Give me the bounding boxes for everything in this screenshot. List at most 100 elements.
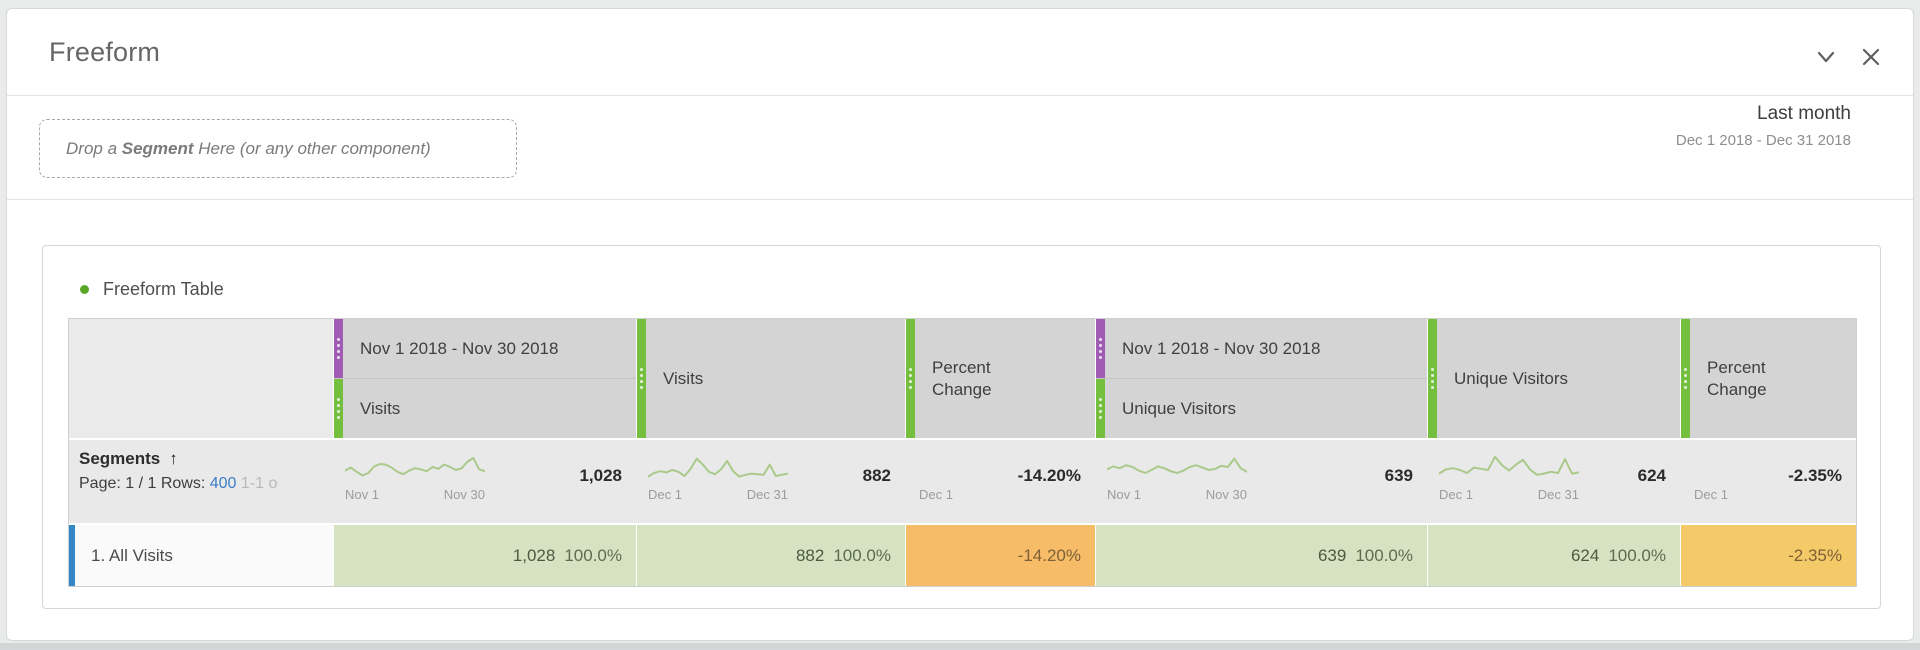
summary-total: -14.20% xyxy=(1017,466,1081,485)
cell-share: 100.0% xyxy=(1608,545,1666,565)
spark-start-label: Nov 1 xyxy=(1107,487,1141,502)
pct-date-label: Dec 1 xyxy=(1694,487,1728,502)
spark-start-label: Dec 1 xyxy=(1439,487,1473,502)
sparkline-dec-unique-visitors xyxy=(1438,449,1580,485)
close-icon xyxy=(1859,45,1885,69)
header-label: Percent Change xyxy=(932,358,992,399)
panel-header-row: Drop a Segment Here (or any other compon… xyxy=(7,96,1913,199)
header-metric-visits-nov[interactable]: Visits xyxy=(334,378,636,438)
page-background-strip xyxy=(0,643,1920,650)
drag-handle-icon[interactable] xyxy=(334,379,343,438)
rows-label: Rows: xyxy=(156,475,210,492)
data-cell-nov-unique-visitors[interactable]: 639 100.0% xyxy=(1095,525,1427,586)
rows-per-page-link[interactable]: 400 xyxy=(209,475,237,492)
header-cell-percent-change-2[interactable]: Percent Change xyxy=(1680,319,1856,438)
date-range-dates: Dec 1 2018 - Dec 31 2018 xyxy=(1675,132,1851,149)
sparkline-dec-visits xyxy=(647,449,789,485)
drag-handle-icon[interactable] xyxy=(1096,319,1105,378)
freeform-panel: Freeform Drop a Segment Here (or any oth… xyxy=(6,8,1914,641)
summary-cell-dec-visits: Dec 1 Dec 31 882 xyxy=(636,440,905,523)
header-cell-nov-visits[interactable]: Nov 1 2018 - Nov 30 2018 Visits xyxy=(333,319,636,438)
summary-total: 624 xyxy=(1637,466,1666,485)
row-label: 1. All Visits xyxy=(91,545,173,565)
header-cell-empty xyxy=(69,319,333,438)
spark-end-label: Dec 31 xyxy=(746,487,788,502)
visualization-title: Freeform Table xyxy=(80,279,224,300)
drop-zone-text: Drop a Segment Here (or any other compon… xyxy=(66,138,431,158)
freeform-table: Nov 1 2018 - Nov 30 2018 Visits Visits P… xyxy=(68,318,1857,587)
titlebar-divider xyxy=(7,95,1913,96)
spark-start-label: Nov 1 xyxy=(345,487,379,502)
spark-end-label: Dec 31 xyxy=(1537,487,1579,502)
cell-share: 100.0% xyxy=(833,545,891,565)
row-range-label: 1-1 o xyxy=(236,475,278,492)
segments-summary-row: Segments ↑ Page: 1 / 1 Rows: 400 1-1 o N… xyxy=(69,438,1856,523)
drag-handle-icon[interactable] xyxy=(637,319,646,438)
data-cell-dec-visits[interactable]: 882 100.0% xyxy=(636,525,905,586)
summary-cell-nov-unique-visitors: Nov 1 Nov 30 639 xyxy=(1095,440,1427,523)
header-label: Unique Visitors xyxy=(1122,398,1237,418)
spark-end-label: Nov 30 xyxy=(1205,487,1247,502)
data-cell-nov-visits[interactable]: 1,028 100.0% xyxy=(333,525,636,586)
data-cell-dec-unique-visitors[interactable]: 624 100.0% xyxy=(1427,525,1680,586)
summary-total: 1,028 xyxy=(579,466,622,485)
cell-value: -14.20% xyxy=(1017,545,1081,565)
summary-cell-visits-pct-change: Dec 1 -14.20% xyxy=(905,440,1095,523)
header-date-range-nov-2[interactable]: Nov 1 2018 - Nov 30 2018 xyxy=(1096,319,1427,378)
drag-handle-icon[interactable] xyxy=(1428,319,1437,438)
summary-cell-dec-unique-visitors: Dec 1 Dec 31 624 xyxy=(1427,440,1680,523)
summary-total: 639 xyxy=(1384,466,1413,485)
close-panel-button[interactable] xyxy=(1859,45,1885,71)
table-row: 1. All Visits 1,028 100.0% 882 100.0% -1… xyxy=(69,523,1856,586)
summary-cell-uv-pct-change: Dec 1 -2.35% xyxy=(1680,440,1856,523)
spark-start-label: Dec 1 xyxy=(648,487,682,502)
sparkline-nov-visits xyxy=(344,449,486,485)
panel-title: Freeform xyxy=(49,37,161,67)
header-cell-percent-change-1[interactable]: Percent Change xyxy=(905,319,1095,438)
header-label: Nov 1 2018 - Nov 30 2018 xyxy=(360,338,559,358)
drag-handle-icon[interactable] xyxy=(334,319,343,378)
pagination-controls: Page: 1 / 1 Rows: 400 1-1 o xyxy=(79,475,333,493)
cell-value: 882 xyxy=(795,545,825,565)
cell-value: 639 xyxy=(1317,545,1347,565)
sort-ascending-icon[interactable]: ↑ xyxy=(169,449,178,468)
segments-label: Segments xyxy=(79,449,161,468)
data-cell-visits-pct-change[interactable]: -14.20% xyxy=(905,525,1095,586)
segments-row-header: Segments ↑ Page: 1 / 1 Rows: 400 1-1 o xyxy=(69,440,333,523)
page-indicator: Page: 1 / 1 xyxy=(79,475,157,492)
cell-value: -2.35% xyxy=(1788,545,1842,565)
header-label: Nov 1 2018 - Nov 30 2018 xyxy=(1122,338,1321,358)
summary-cell-nov-visits: Nov 1 Nov 30 1,028 xyxy=(333,440,636,523)
header-metric-unique-visitors-nov[interactable]: Unique Visitors xyxy=(1096,378,1427,438)
header-date-range-nov[interactable]: Nov 1 2018 - Nov 30 2018 xyxy=(334,319,636,378)
drag-handle-icon[interactable] xyxy=(1681,319,1690,438)
green-dot-icon xyxy=(80,285,89,294)
summary-total: -2.35% xyxy=(1788,466,1842,485)
visualization-title-text: Freeform Table xyxy=(103,279,224,299)
chevron-down-icon xyxy=(1814,45,1840,69)
summary-total: 882 xyxy=(862,466,891,485)
table-header-row: Nov 1 2018 - Nov 30 2018 Visits Visits P… xyxy=(69,319,1856,438)
cell-share: 100.0% xyxy=(1355,545,1413,565)
drag-handle-icon[interactable] xyxy=(1096,379,1105,438)
header-label: Percent Change xyxy=(1707,358,1767,399)
data-cell-uv-pct-change[interactable]: -2.35% xyxy=(1680,525,1856,586)
drag-handle-icon[interactable] xyxy=(906,319,915,438)
collapse-panel-button[interactable] xyxy=(1814,45,1840,71)
header-cell-visits[interactable]: Visits xyxy=(636,319,905,438)
panel-date-range[interactable]: Last month Dec 1 2018 - Dec 31 2018 xyxy=(1676,103,1851,149)
cell-share: 100.0% xyxy=(564,545,622,565)
header-cell-nov-unique-visitors[interactable]: Nov 1 2018 - Nov 30 2018 Unique Visitors xyxy=(1095,319,1427,438)
header-label: Visits xyxy=(663,368,704,388)
sparkline-nov-unique-visitors xyxy=(1106,449,1248,485)
spark-end-label: Nov 30 xyxy=(443,487,485,502)
segment-drop-zone[interactable]: Drop a Segment Here (or any other compon… xyxy=(39,119,517,178)
header-cell-unique-visitors[interactable]: Unique Visitors xyxy=(1427,319,1680,438)
row-header-all-visits[interactable]: 1. All Visits xyxy=(69,525,333,586)
pct-date-label: Dec 1 xyxy=(919,487,953,502)
header-label: Unique Visitors xyxy=(1454,368,1569,388)
freeform-table-card: Freeform Table Nov 1 2018 - Nov 30 2018 … xyxy=(42,245,1881,609)
header-label: Visits xyxy=(360,398,401,418)
date-range-preset: Last month xyxy=(1757,103,1851,124)
section-divider xyxy=(7,199,1913,200)
